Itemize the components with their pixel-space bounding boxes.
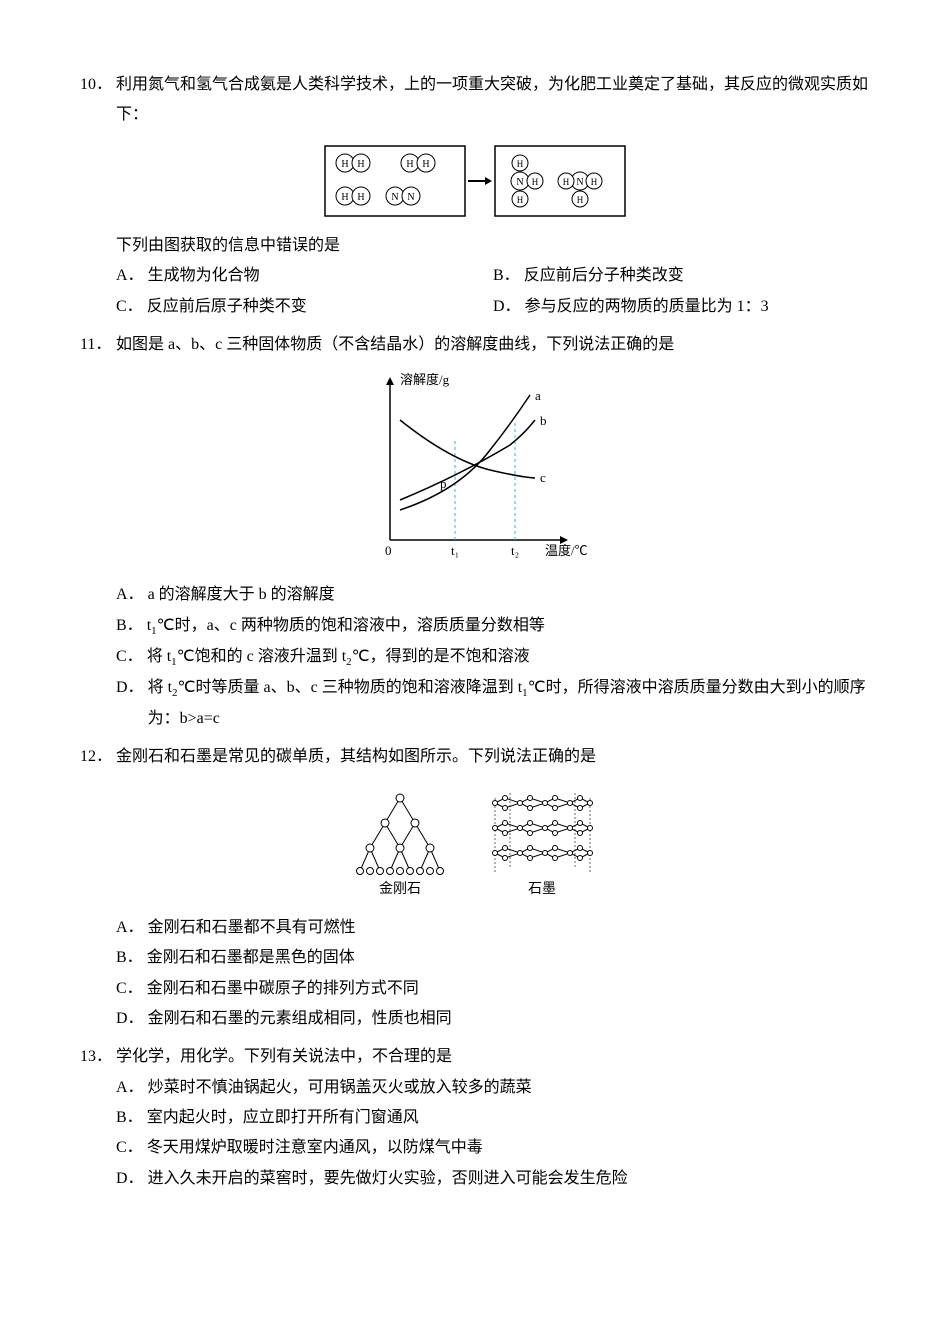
option-text: 反应前后分子种类改变 <box>524 261 684 291</box>
diamond-label: 金刚石 <box>379 881 421 897</box>
option-text: 室内起火时，应立即打开所有门窗通风 <box>147 1103 419 1133</box>
option-b: B．室内起火时，应立即打开所有门窗通风 <box>116 1103 870 1133</box>
question-13: 13． 学化学，用化学。下列有关说法中，不合理的是 A．炒菜时不慎油锅起火，可用… <box>80 1042 870 1194</box>
option-text: 反应前后原子种类不变 <box>147 292 307 322</box>
question-number: 12． <box>80 742 116 772</box>
structure-diagram: 金刚石 <box>345 783 605 903</box>
atom-label: H <box>357 192 364 203</box>
option-text: 冬天用煤炉取暖时注意室内通风，以防煤气中毒 <box>147 1133 483 1163</box>
question-12: 12． 金刚石和石墨是常见的碳单质，其结构如图所示。下列说法正确的是 <box>80 742 870 1034</box>
curve-a <box>400 395 530 510</box>
question-text: 金刚石和石墨是常见的碳单质，其结构如图所示。下列说法正确的是 <box>116 742 870 772</box>
curve-a-label: a <box>535 388 541 403</box>
solubility-graph: 溶解度/g 温度/℃ 0 t₁ t₂ a b c p <box>360 370 590 570</box>
atom-label: N <box>576 177 583 188</box>
option-text: 金刚石和石墨中碳原子的排列方式不同 <box>147 974 419 1004</box>
question-stem: 13． 学化学，用化学。下列有关说法中，不合理的是 <box>80 1042 870 1072</box>
diamond-structure <box>357 794 444 875</box>
atom-label: H <box>591 177 598 187</box>
curve-b-label: b <box>540 413 547 428</box>
option-a: A．生成物为化合物 <box>116 261 493 291</box>
options: A．a 的溶解度大于 b 的溶解度 B．t1℃时，a、c 两种物质的饱和溶液中，… <box>116 580 870 734</box>
option-c: C．金刚石和石墨中碳原子的排列方式不同 <box>116 974 870 1004</box>
atom-label: H <box>517 159 524 169</box>
option-c: C．将 t1℃饱和的 c 溶液升温到 t2℃，得到的是不饱和溶液 <box>116 642 870 673</box>
atom-label: H <box>357 159 364 170</box>
x-axis-label: 温度/℃ <box>545 543 588 558</box>
option-b: B．t1℃时，a、c 两种物质的饱和溶液中，溶质质量分数相等 <box>116 611 870 642</box>
t2-label: t₂ <box>511 543 519 558</box>
atom-label: H <box>563 177 570 187</box>
graphite-structure <box>493 793 593 873</box>
question-stem: 10． 利用氮气和氢气合成氨是人类科学技术，上的一项重大突破，为化肥工业奠定了基… <box>80 70 870 131</box>
option-text: 炒菜时不慎油锅起火，可用锅盖灭火或放入较多的蔬菜 <box>148 1073 532 1103</box>
option-text: 金刚石和石墨的元素组成相同，性质也相同 <box>148 1004 452 1034</box>
graphite-label: 石墨 <box>528 882 556 897</box>
atom-label: H <box>341 159 348 170</box>
option-d: D．将 t2℃时等质量 a、b、c 三种物质的饱和溶液降温到 t1℃时，所得溶液… <box>116 673 870 734</box>
curve-c-label: c <box>540 470 546 485</box>
arrowhead-icon <box>386 377 394 385</box>
atom-label: H <box>341 192 348 203</box>
atom-label: H <box>406 159 413 170</box>
atom-label: H <box>517 195 524 205</box>
option-a: A．炒菜时不慎油锅起火，可用锅盖灭火或放入较多的蔬菜 <box>116 1073 870 1103</box>
question-stem: 12． 金刚石和石墨是常见的碳单质，其结构如图所示。下列说法正确的是 <box>80 742 870 772</box>
options: A．金刚石和石墨都不具有可燃性 B．金刚石和石墨都是黑色的固体 C．金刚石和石墨… <box>116 913 870 1035</box>
question-number: 11． <box>80 330 116 360</box>
option-text: a 的溶解度大于 b 的溶解度 <box>148 580 335 610</box>
question-number: 13． <box>80 1042 116 1072</box>
option-text: t1℃时，a、c 两种物质的饱和溶液中，溶质质量分数相等 <box>147 611 545 642</box>
question-text: 如图是 a、b、c 三种固体物质（不含结晶水）的溶解度曲线，下列说法正确的是 <box>116 330 870 360</box>
option-text: 金刚石和石墨都不具有可燃性 <box>148 913 356 943</box>
point-p-label: p <box>440 476 447 491</box>
molecular-diagram: H H H H H H N N N H H H N H H <box>320 141 630 221</box>
question-11: 11． 如图是 a、b、c 三种固体物质（不含结晶水）的溶解度曲线，下列说法正确… <box>80 330 870 734</box>
option-text: 进入久未开启的菜窖时，要先做灯火实验，否则进入可能会发生危险 <box>148 1164 628 1194</box>
arrowhead-icon <box>485 177 492 185</box>
t1-label: t₁ <box>451 543 459 558</box>
question-text: 利用氮气和氢气合成氨是人类科学技术，上的一项重大突破，为化肥工业奠定了基础，其反… <box>116 70 870 131</box>
option-text: 将 t1℃饱和的 c 溶液升温到 t2℃，得到的是不饱和溶液 <box>147 642 530 673</box>
atom-label: H <box>577 195 584 205</box>
option-b: B．金刚石和石墨都是黑色的固体 <box>116 943 870 973</box>
option-c: C．冬天用煤炉取暖时注意室内通风，以防煤气中毒 <box>116 1133 870 1163</box>
option-text: 将 t2℃时等质量 a、b、c 三种物质的饱和溶液降温到 t1℃时，所得溶液中溶… <box>148 673 870 734</box>
question-stem: 11． 如图是 a、b、c 三种固体物质（不含结晶水）的溶解度曲线，下列说法正确… <box>80 330 870 360</box>
post-diagram-text: 下列由图获取的信息中错误的是 <box>116 231 870 261</box>
options: A．炒菜时不慎油锅起火，可用锅盖灭火或放入较多的蔬菜 B．室内起火时，应立即打开… <box>116 1073 870 1195</box>
option-d: D．金刚石和石墨的元素组成相同，性质也相同 <box>116 1004 870 1034</box>
option-d: D．进入久未开启的菜窖时，要先做灯火实验，否则进入可能会发生危险 <box>116 1164 870 1194</box>
option-b: B．反应前后分子种类改变 <box>493 261 870 291</box>
atom-label: N <box>391 192 398 203</box>
atom-label: N <box>407 192 414 203</box>
question-number: 10． <box>80 70 116 131</box>
question-text: 学化学，用化学。下列有关说法中，不合理的是 <box>116 1042 870 1072</box>
option-text: 生成物为化合物 <box>148 261 260 291</box>
option-c: C．反应前后原子种类不变 <box>116 292 493 322</box>
option-a: A．金刚石和石墨都不具有可燃性 <box>116 913 870 943</box>
question-10: 10． 利用氮气和氢气合成氨是人类科学技术，上的一项重大突破，为化肥工业奠定了基… <box>80 70 870 322</box>
option-text: 金刚石和石墨都是黑色的固体 <box>147 943 355 973</box>
atom-label: H <box>422 159 429 170</box>
atom-label: N <box>516 177 523 188</box>
option-a: A．a 的溶解度大于 b 的溶解度 <box>116 580 870 610</box>
options: A．生成物为化合物 B．反应前后分子种类改变 C．反应前后原子种类不变 D．参与… <box>116 261 870 322</box>
y-axis-label: 溶解度/g <box>400 372 450 387</box>
option-d: D．参与反应的两物质的质量比为 1：3 <box>493 292 870 322</box>
origin-label: 0 <box>385 543 392 558</box>
option-text: 参与反应的两物质的质量比为 1：3 <box>525 292 769 322</box>
atom-label: H <box>532 177 539 187</box>
